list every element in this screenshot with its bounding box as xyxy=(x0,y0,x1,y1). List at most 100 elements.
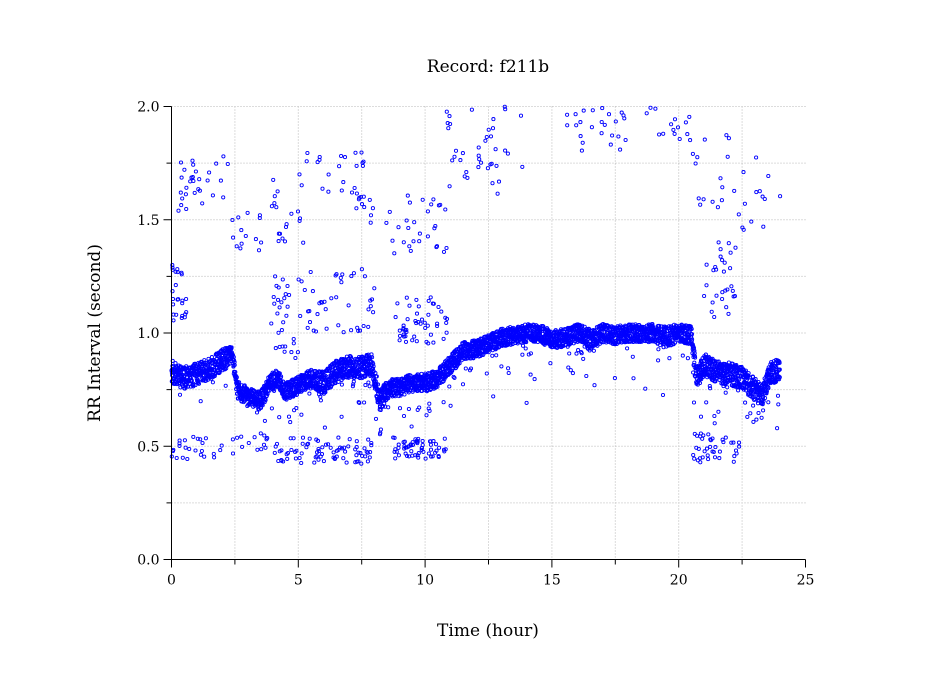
data-point xyxy=(706,432,711,437)
data-point xyxy=(619,110,624,115)
data-point xyxy=(712,455,718,460)
data-point xyxy=(712,314,717,320)
data-point xyxy=(182,167,187,172)
data-point xyxy=(414,297,419,302)
data-point xyxy=(489,161,494,166)
data-point xyxy=(255,447,260,452)
x-tick-label: 5 xyxy=(294,573,303,589)
data-point xyxy=(436,454,441,460)
data-point xyxy=(183,384,188,389)
data-point xyxy=(729,284,734,289)
data-point xyxy=(728,266,733,271)
data-point xyxy=(368,213,374,218)
data-point xyxy=(718,176,723,181)
data-point xyxy=(273,346,278,351)
data-point xyxy=(486,127,491,132)
data-point xyxy=(179,270,184,275)
data-point xyxy=(460,151,465,156)
data-point xyxy=(657,132,662,137)
data-point xyxy=(407,244,412,249)
data-point xyxy=(775,426,780,431)
data-point xyxy=(693,355,698,360)
data-point xyxy=(427,401,432,406)
data-point xyxy=(434,448,439,453)
data-point xyxy=(275,297,281,302)
data-point xyxy=(375,382,381,387)
data-point xyxy=(276,330,281,335)
data-point xyxy=(672,340,678,345)
data-point xyxy=(299,412,304,417)
data-point xyxy=(590,108,595,113)
data-point xyxy=(337,164,342,169)
x-tick-label: 20 xyxy=(670,573,688,589)
data-point xyxy=(276,239,281,244)
data-point xyxy=(657,323,662,328)
data-point xyxy=(359,150,364,155)
data-point xyxy=(754,155,759,160)
data-point xyxy=(299,279,304,284)
data-point xyxy=(230,451,236,456)
data-point xyxy=(742,201,747,206)
data-point xyxy=(578,134,583,139)
data-point xyxy=(354,453,359,458)
data-point xyxy=(257,215,262,221)
data-point xyxy=(731,294,736,299)
data-point xyxy=(483,138,488,143)
data-point xyxy=(707,383,712,389)
data-point xyxy=(354,191,359,196)
data-point xyxy=(393,456,398,461)
data-point xyxy=(373,416,379,421)
data-point xyxy=(362,446,367,451)
data-point xyxy=(720,185,725,190)
data-point xyxy=(397,338,402,343)
data-point xyxy=(476,145,481,150)
data-point xyxy=(315,312,320,317)
data-point xyxy=(279,379,284,384)
data-point xyxy=(430,454,435,459)
data-point xyxy=(392,449,397,454)
data-point xyxy=(410,338,415,343)
data-point xyxy=(737,444,742,449)
data-point xyxy=(344,460,349,465)
data-point xyxy=(643,386,648,391)
data-point xyxy=(491,394,496,399)
data-point xyxy=(453,148,459,153)
data-point xyxy=(361,194,366,199)
data-point xyxy=(299,460,304,466)
data-point xyxy=(370,355,375,360)
data-point xyxy=(350,384,355,389)
data-point xyxy=(733,245,738,250)
data-point xyxy=(285,456,290,461)
data-point xyxy=(439,309,444,314)
data-point xyxy=(424,339,429,344)
data-point xyxy=(595,341,600,346)
data-point xyxy=(243,233,248,239)
data-point xyxy=(340,272,345,277)
data-point xyxy=(420,197,425,202)
data-point xyxy=(447,384,452,389)
data-point xyxy=(314,450,320,455)
data-point xyxy=(538,329,543,334)
data-point xyxy=(329,296,334,301)
data-point xyxy=(441,400,446,405)
data-point xyxy=(621,113,626,118)
data-point xyxy=(599,131,604,136)
data-point xyxy=(319,299,324,305)
data-point xyxy=(703,352,708,357)
data-point xyxy=(282,239,288,244)
data-point xyxy=(721,440,726,445)
data-point xyxy=(291,341,296,346)
data-point xyxy=(182,438,187,443)
data-point xyxy=(667,356,672,361)
data-point xyxy=(299,183,304,188)
data-point xyxy=(416,455,421,460)
data-point xyxy=(444,320,449,325)
data-point xyxy=(420,438,425,444)
data-point xyxy=(179,203,184,208)
data-point xyxy=(173,283,178,288)
data-point xyxy=(726,241,731,246)
data-point xyxy=(263,398,268,403)
data-point xyxy=(297,172,302,177)
data-point xyxy=(606,112,612,117)
data-point xyxy=(177,392,183,397)
